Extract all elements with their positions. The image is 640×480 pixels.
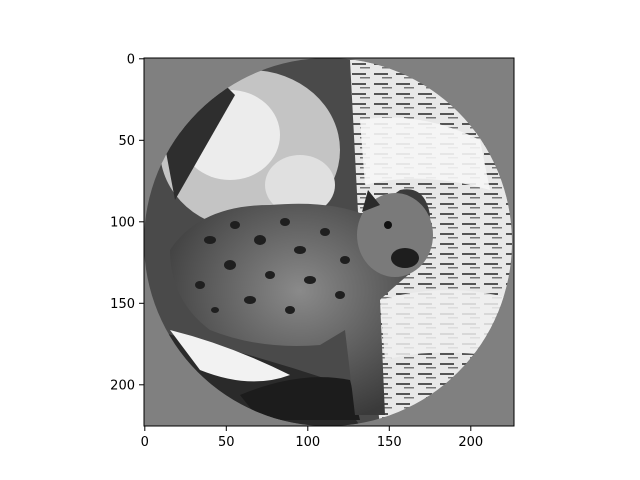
y-tick-label: 150 [110,297,135,312]
y-ticks [139,58,144,386]
x-tick-label: 0 [141,435,149,450]
x-tick-label: 200 [458,435,483,450]
x-tick-label: 50 [218,435,235,450]
y-tick-label: 100 [110,216,135,231]
y-tick-label: 50 [118,134,135,149]
x-tick-labels: 0 50 100 150 200 [141,435,484,450]
x-tick-label: 150 [377,435,402,450]
photo [144,58,512,426]
axes-frame [143,57,515,427]
y-tick-labels: 0 50 100 150 200 [110,53,135,394]
x-ticks [144,426,472,431]
y-tick-label: 0 [127,53,135,68]
y-tick-label: 200 [110,379,135,394]
x-tick-label: 100 [295,435,320,450]
